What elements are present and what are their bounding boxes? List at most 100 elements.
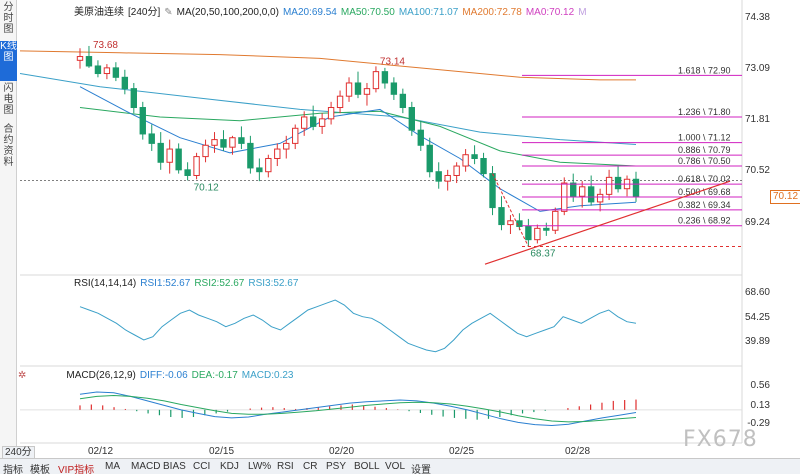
candle-body	[605, 176, 613, 195]
ma200-value: MA200:72.78	[462, 7, 522, 18]
menu-cci[interactable]: CCI	[193, 461, 211, 472]
candle-body	[292, 127, 299, 144]
fib-level-label: 0.500 \ 69.68	[678, 187, 731, 197]
candle-body	[94, 65, 102, 75]
ma100-value: MA100:71.07	[398, 7, 459, 18]
candle-body	[148, 133, 155, 144]
menu-ma[interactable]: MA	[105, 461, 120, 472]
menu-vip-indicators[interactable]: VIP指标	[58, 465, 95, 474]
candle-body	[345, 82, 353, 97]
candle-body	[471, 154, 478, 159]
fib-level-label: 0.618 \ 70.02	[678, 174, 731, 184]
candle-body	[507, 220, 514, 226]
fib-level-label: 0.236 \ 68.92	[678, 216, 731, 226]
candle-body	[417, 129, 424, 146]
menu-macd[interactable]: MACD	[131, 461, 161, 472]
macd-value: MACD:0.23	[241, 370, 294, 381]
rsi-line	[79, 299, 637, 353]
menu-boll[interactable]: BOLL	[354, 461, 380, 472]
candle-body	[184, 169, 191, 176]
menu-settings[interactable]: 设置	[411, 465, 431, 474]
candle-body	[211, 139, 218, 146]
candle-body	[453, 165, 460, 176]
candle-body	[283, 142, 290, 150]
menu-indicators[interactable]: 指标	[3, 465, 23, 474]
candle-body	[363, 88, 371, 95]
candle-body	[247, 142, 254, 169]
menu-psy[interactable]: PSY	[326, 461, 347, 472]
menu-bias[interactable]: BIAS	[163, 461, 186, 472]
candle-body	[112, 67, 120, 78]
candle-body	[381, 71, 389, 84]
date-label: 02/25	[449, 446, 475, 457]
menu-kdj[interactable]: KDJ	[220, 461, 239, 472]
candle-body	[274, 148, 281, 159]
candle-body	[76, 56, 84, 61]
rsi3-value: RSI3:52.67	[248, 278, 299, 289]
ma20-line	[79, 86, 637, 212]
tab-timeshare[interactable]: 分时图	[3, 2, 14, 35]
price-axis-label: 74.38	[744, 12, 770, 23]
tab-contract-info[interactable]: 合约资料	[3, 124, 14, 168]
menu-templates[interactable]: 模板	[30, 465, 50, 474]
macd-diff-line	[79, 391, 637, 427]
candle-body	[552, 210, 559, 231]
menu-lw[interactable]: LW%	[248, 461, 272, 472]
menu-cr[interactable]: CR	[303, 461, 318, 472]
rsi2-value: RSI2:52.67	[194, 278, 245, 289]
symbol-name: 美原油连续	[74, 7, 124, 18]
fib-level-label: 1.618 \ 72.90	[678, 65, 731, 75]
rsi-indicator: RSI(14,14,14)	[74, 278, 137, 289]
candle-body	[85, 56, 93, 67]
rsi-axis-label: 68.60	[744, 287, 770, 298]
tab-flash[interactable]: 闪电图	[3, 83, 14, 116]
current-price-tag: 70.12	[770, 190, 800, 204]
candle-body	[426, 144, 433, 173]
candle-body	[256, 167, 263, 173]
swing-line	[492, 173, 529, 247]
menu-vol[interactable]: VOL	[385, 461, 406, 472]
candle-body	[498, 207, 505, 226]
price-axis-label: 69.24	[744, 217, 770, 228]
candle-body	[130, 88, 137, 109]
ma50-value: MA50:70.50	[340, 7, 395, 18]
ma-indicator: MA(20,50,100,200,0,0)	[176, 7, 279, 18]
candle-body	[193, 156, 200, 176]
macd-axis-label: 0.13	[750, 400, 770, 411]
fib-level-label: 1.236 \ 71.80	[678, 107, 731, 117]
candle-body	[202, 144, 209, 158]
edit-icon[interactable]: ✎	[164, 7, 173, 18]
date-label: 02/20	[329, 446, 355, 457]
macd-axis-label: -0.29	[747, 418, 770, 429]
candle-body	[354, 82, 362, 95]
settings-icon[interactable]: ✲	[18, 370, 27, 381]
date-label: 02/12	[88, 446, 114, 457]
m-value: M	[578, 7, 587, 18]
period-label: [240分]	[128, 7, 161, 18]
macd-indicator: MACD(26,12,9)	[66, 370, 136, 381]
rsi1-value: RSI1:52.67	[140, 278, 191, 289]
fib-level-label: 0.382 \ 69.34	[678, 200, 731, 210]
fib-level-label: 0.786 \ 70.50	[678, 156, 731, 166]
candle-body	[301, 116, 308, 129]
candle-body	[327, 107, 335, 120]
main-legend: 美原油连续 [240分] ✎ MA(20,50,100,200,0,0) MA20:69…	[74, 3, 591, 18]
macd-dea-line	[79, 394, 637, 423]
candle-body	[220, 139, 227, 148]
rsi-axis-label: 54.25	[744, 312, 770, 323]
tab-kline[interactable]: K线图	[0, 41, 17, 81]
low-right-label: 68.37	[530, 248, 555, 259]
candle-body	[462, 154, 469, 167]
candle-body	[579, 186, 586, 197]
menu-rsi[interactable]: RSI	[277, 461, 294, 472]
chart-canvas[interactable]: 1.618 \ 72.90 1.236 \ 71.80 1.000 \ 71.12 0…	[0, 0, 800, 458]
candle-body	[229, 137, 236, 148]
date-label: 02/28	[565, 446, 591, 457]
ma20-value: MA20:69.54	[282, 7, 337, 18]
candle-body	[265, 157, 272, 173]
rsi-legend: RSI(14,14,14) RSI1:52.67 RSI2:52.67 RSI3:52…	[74, 278, 302, 289]
price-axis-label: 70.52	[744, 165, 770, 176]
diff-value: DIFF:-0.06	[139, 370, 188, 381]
candle-body	[570, 182, 577, 197]
candle-body	[390, 82, 398, 95]
